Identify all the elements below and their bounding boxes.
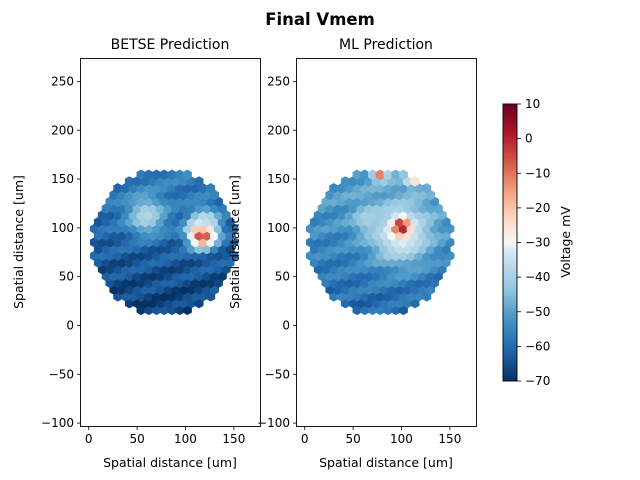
colorbar-tick-label: −30	[525, 236, 550, 250]
y-tick-label: 0	[282, 318, 290, 332]
y-ticks: −100 −50 0 50 100 150 200 250	[41, 74, 81, 430]
y-tick-label: −50	[49, 367, 74, 381]
tissue-cell	[175, 169, 185, 180]
tissue-cells	[90, 169, 239, 316]
y-axis-label: Spatial distance [um]	[11, 175, 26, 309]
tissue-cell	[136, 169, 146, 180]
x-tick-label: 50	[129, 432, 144, 446]
panel-betse: BETSE Prediction 0 50 100 150 −100 −50 0 50 100…	[11, 37, 261, 470]
tissue-cell	[167, 169, 177, 180]
panel-title: BETSE Prediction	[111, 37, 230, 53]
tissue-cell	[182, 169, 192, 180]
tissue-cell	[375, 169, 385, 180]
axes-frame	[296, 58, 477, 427]
y-tick-label: −100	[257, 416, 290, 430]
tissue-cell	[124, 176, 134, 187]
colorbar: 10 0 −10 −20 −30 −40 −50 −60 −70 Voltage mV	[502, 97, 573, 388]
y-tick-label: 150	[51, 172, 74, 186]
y-tick-label: 250	[51, 74, 74, 88]
tissue-cell	[398, 169, 408, 180]
tissue-cell	[159, 169, 169, 180]
y-tick-label: 150	[267, 172, 290, 186]
tissue-cell	[383, 169, 393, 180]
y-tick-label: 50	[275, 270, 290, 284]
colorbar-tick-label: −60	[525, 339, 550, 353]
y-tick-label: −100	[41, 416, 74, 430]
y-axis-label: Spatial distance [um]	[227, 175, 242, 309]
panel-ml: ML Prediction 0 50 100 150 −100 −50 0 50 100 150…	[227, 37, 477, 470]
colorbar-tick-label: −40	[525, 270, 550, 284]
x-tick-label: 100	[174, 432, 197, 446]
y-tick-label: 100	[51, 221, 74, 235]
y-tick-label: 100	[267, 221, 290, 235]
figure-title: Final Vmem	[265, 10, 375, 29]
colorbar-tick-label: −50	[525, 305, 550, 319]
tissue-cell	[391, 169, 401, 180]
y-tick-label: −50	[265, 367, 290, 381]
colorbar-tick-label: 0	[525, 132, 533, 146]
colorbar-tick-label: −20	[525, 201, 550, 215]
y-tick-label: 250	[267, 74, 290, 88]
tissue-cell	[329, 183, 339, 194]
x-ticks: 0 50 100 150	[85, 426, 245, 446]
tissue-cell	[410, 176, 420, 187]
colorbar-tick-label: −70	[525, 374, 550, 388]
y-tick-label: 0	[66, 318, 74, 332]
tissue-cell	[340, 176, 350, 187]
y-ticks: −100 −50 0 50 100 150 200 250	[257, 74, 297, 430]
tissue-cell	[368, 169, 377, 180]
y-tick-label: 50	[59, 270, 74, 284]
y-tick-label: 200	[267, 123, 290, 137]
x-ticks: 0 50 100 150	[301, 426, 461, 446]
x-tick-label: 0	[301, 432, 309, 446]
tissue-cells	[306, 169, 455, 316]
x-tick-label: 50	[345, 432, 360, 446]
x-axis-label: Spatial distance [um]	[319, 455, 453, 470]
colorbar-tick-label: −10	[525, 166, 550, 180]
tissue-cell	[144, 169, 154, 180]
colorbar-label: Voltage mV	[558, 206, 573, 278]
x-tick-label: 150	[222, 432, 245, 446]
x-tick-label: 100	[390, 432, 413, 446]
colorbar-tick-label: 10	[525, 97, 540, 111]
tissue-cell	[352, 169, 362, 180]
tissue-cell	[152, 169, 161, 180]
x-axis-label: Spatial distance [um]	[103, 455, 237, 470]
colorbar-ticks: 10 0 −10 −20 −30 −40 −50 −60 −70	[517, 97, 550, 388]
x-tick-label: 0	[85, 432, 93, 446]
axes-frame	[80, 58, 261, 427]
tissue-cell	[206, 183, 216, 194]
y-tick-label: 200	[51, 123, 74, 137]
tissue-cell	[113, 183, 123, 194]
x-tick-label: 150	[438, 432, 461, 446]
colorbar-gradient	[502, 103, 518, 382]
tissue-cell	[360, 169, 370, 180]
tissue-cell	[194, 176, 204, 187]
panel-title: ML Prediction	[339, 37, 433, 53]
tissue-cell	[422, 183, 432, 194]
